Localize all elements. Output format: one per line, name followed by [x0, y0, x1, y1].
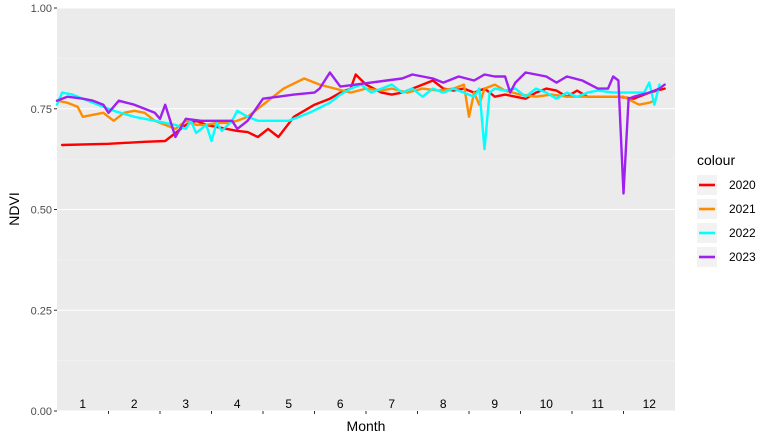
x-axis-title: Month [347, 418, 386, 434]
month-label: 5 [285, 397, 292, 411]
minor-gridlines [57, 58, 675, 361]
major-gridlines [57, 7, 675, 412]
month-label: 2 [131, 397, 138, 411]
y-tick-label: 0.00 [31, 406, 52, 418]
series-line-2022 [55, 81, 661, 151]
y-tick-label: 0.75 [31, 104, 52, 116]
legend-label: 2023 [729, 250, 756, 264]
month-label: 8 [440, 397, 447, 411]
month-label: 4 [234, 397, 241, 411]
legend: colour 2020 2021 2022 2023 [697, 152, 756, 267]
series-line-2023 [55, 71, 666, 195]
month-label: 9 [491, 397, 498, 411]
y-axis: 0.00 0.25 0.50 0.75 1.00 [31, 3, 57, 418]
month-label: 12 [643, 397, 657, 411]
y-tick-label: 0.25 [31, 305, 52, 317]
month-label: 3 [182, 397, 189, 411]
y-axis-title: NDVI [6, 192, 22, 225]
month-label: 10 [540, 397, 554, 411]
x-axis [108, 411, 624, 414]
series-line-2021 [55, 77, 656, 131]
y-tick-label: 0.50 [31, 205, 52, 217]
y-tick-label: 1.00 [31, 3, 52, 15]
legend-label: 2022 [729, 226, 756, 240]
month-label: 11 [592, 397, 605, 411]
legend-label: 2021 [729, 202, 756, 216]
month-labels: 1 2 3 4 5 6 7 8 9 10 11 12 [79, 397, 656, 411]
month-label: 1 [79, 397, 86, 411]
legend-title: colour [697, 152, 735, 168]
series-lines [55, 71, 666, 195]
month-label: 6 [337, 397, 344, 411]
legend-label: 2020 [729, 178, 756, 192]
month-label: 7 [388, 397, 395, 411]
